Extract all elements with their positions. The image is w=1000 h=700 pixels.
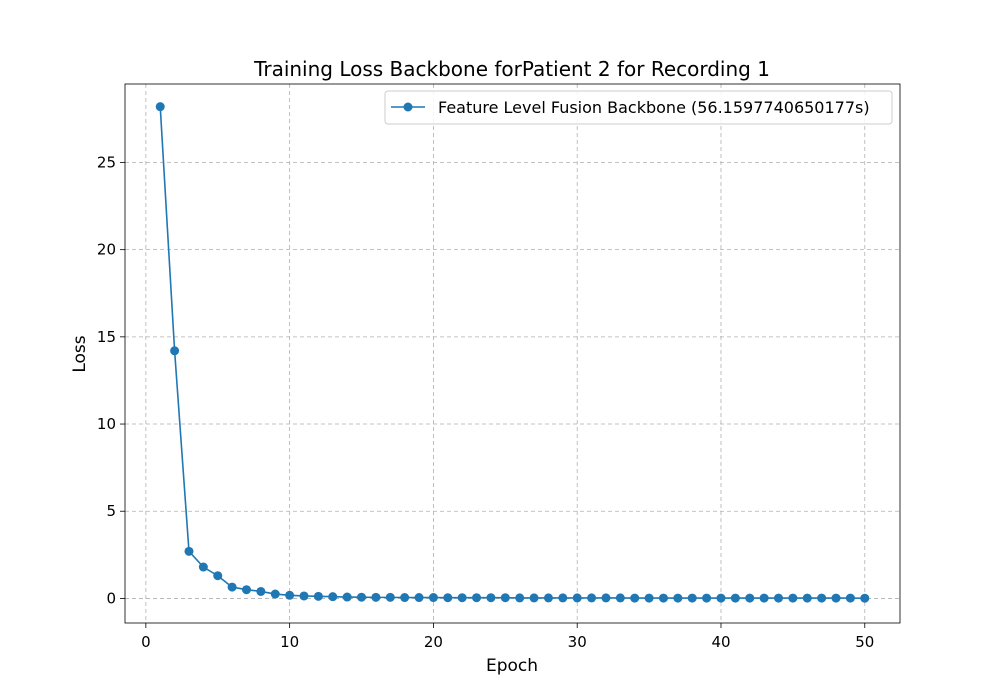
x-tick-label: 40 [711,633,730,651]
data-point [630,593,640,603]
axes: 0 10 20 30 40 50 0 5 10 15 20 25 [97,83,901,651]
data-point [601,593,611,603]
data-point [184,546,194,556]
data-point [170,346,180,356]
data-point [817,593,827,603]
data-point [845,593,855,603]
data-point [457,593,467,603]
data-point [572,593,582,603]
y-tick-label: 25 [97,153,116,171]
data-point [371,592,381,602]
data-point [745,593,755,603]
data-point [529,593,539,603]
data-point [213,571,223,581]
grid-lines [125,84,900,623]
data-point [328,592,338,602]
data-point [558,593,568,603]
x-tick-label: 10 [280,633,299,651]
y-axis-label: Loss [70,335,90,372]
data-point [860,593,870,603]
x-tick-label: 30 [568,633,587,651]
data-point [428,593,438,603]
data-point [486,593,496,603]
y-tick-label: 20 [97,241,116,259]
data-point [313,591,323,601]
data-point [644,593,654,603]
y-tick-label: 5 [106,502,116,520]
series-layer [155,102,870,603]
data-point [702,593,712,603]
data-point [342,592,352,602]
x-axis-label: Epoch [486,656,538,676]
data-point [299,591,309,601]
y-tick-label: 0 [106,589,116,607]
x-axis-ticks: 0 10 20 30 40 50 [141,623,874,651]
data-point [759,593,769,603]
legend-label: Feature Level Fusion Backbone (56.159774… [438,98,870,117]
data-point [500,593,510,603]
data-point [687,593,697,603]
data-point [730,593,740,603]
plot-frame [124,83,901,624]
data-point [831,593,841,603]
data-point [774,593,784,603]
legend-marker-swatch [403,102,413,112]
data-point [270,589,280,599]
data-point [472,593,482,603]
data-point [658,593,668,603]
data-point [227,582,237,592]
data-point [385,592,395,602]
data-point [198,562,208,572]
y-axis-ticks: 0 5 10 15 20 25 [97,153,125,607]
data-point [400,593,410,603]
data-point [155,102,165,112]
data-point [515,593,525,603]
data-point [285,590,295,600]
x-tick-label: 50 [855,633,874,651]
data-point [414,593,424,603]
data-point [673,593,683,603]
chart-title: Training Loss Backbone forPatient 2 for … [253,57,770,81]
y-tick-label: 10 [97,415,116,433]
y-tick-label: 15 [97,328,116,346]
data-point [587,593,597,603]
legend: Feature Level Fusion Backbone (56.159774… [384,90,893,125]
data-point [241,585,251,595]
data-point [716,593,726,603]
data-point [615,593,625,603]
data-point [802,593,812,603]
data-point [443,593,453,603]
x-tick-label: 0 [141,633,151,651]
legend-box [384,90,893,125]
x-tick-label: 20 [424,633,443,651]
data-point [357,592,367,602]
data-point [543,593,553,603]
data-point [256,586,266,596]
data-point [788,593,798,603]
